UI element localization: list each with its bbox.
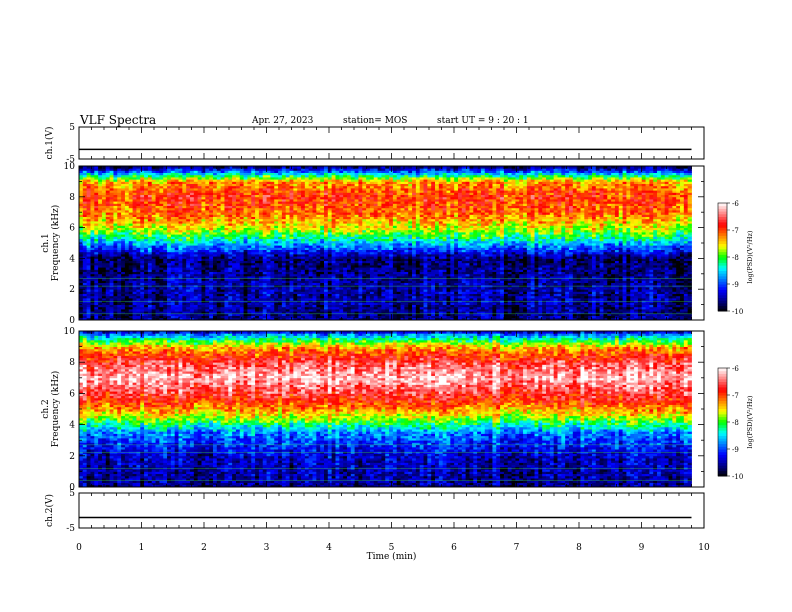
- y-axis-label: ch.1(V): [44, 127, 55, 160]
- y-tick-label: 5: [69, 123, 75, 133]
- ch1-waveform-panel: 5-5ch.1(V): [44, 123, 704, 165]
- y-axis-label-text: ch.1(V): [44, 127, 55, 160]
- ch1-spectrogram-cells: [79, 166, 692, 320]
